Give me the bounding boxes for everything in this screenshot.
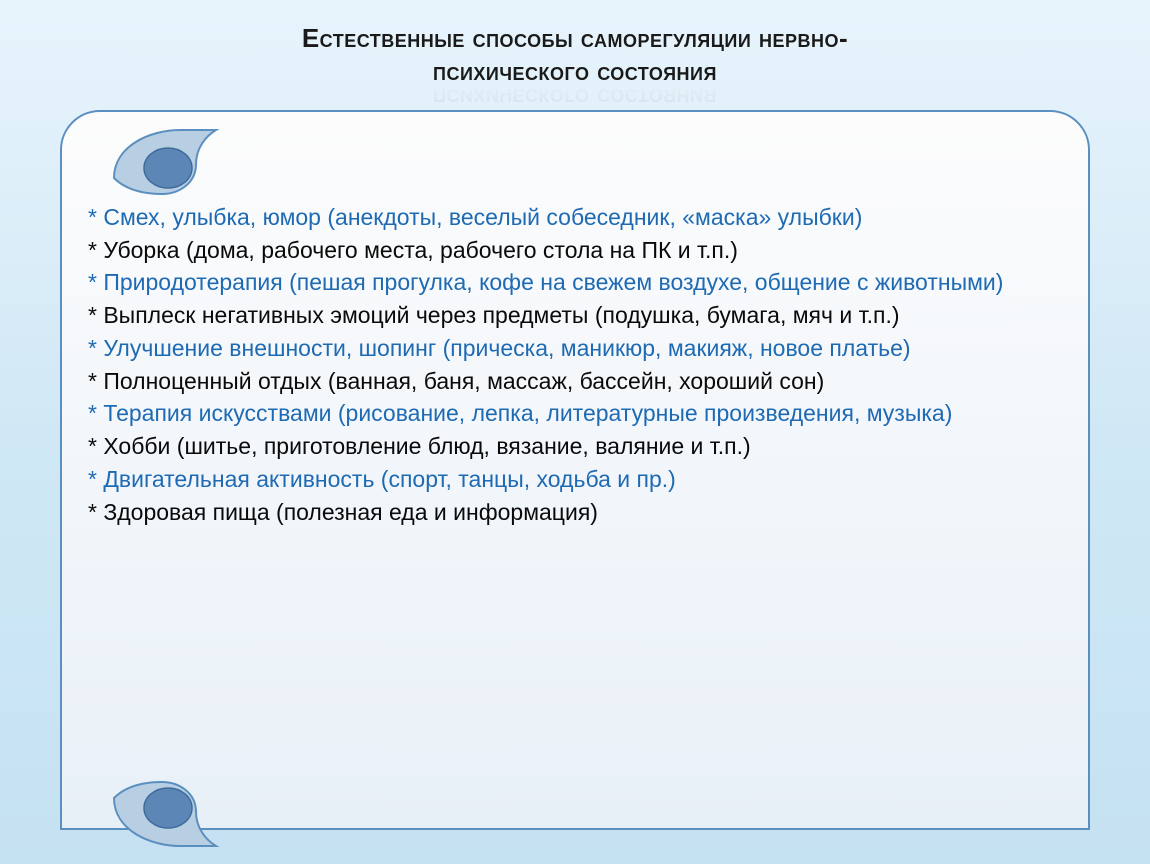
scroll-container: * Смех, улыбка, юмор (анекдоты, веселый …	[60, 110, 1090, 830]
list-item: * Терапия искусствами (рисование, лепка,…	[88, 398, 1068, 430]
list-item: * Уборка (дома, рабочего места, рабочего…	[88, 235, 1068, 267]
title-line-1: Естественные способы саморегуляции нервн…	[302, 23, 848, 53]
list-item: * Двигательная активность (спорт, танцы,…	[88, 464, 1068, 496]
list-item: * Хобби (шитье, приготовление блюд, вяза…	[88, 431, 1068, 463]
scroll-curl-bottom-icon	[110, 780, 220, 848]
list-item: * Смех, улыбка, юмор (анекдоты, веселый …	[88, 202, 1068, 234]
slide-title-wrap: Естественные способы саморегуляции нервн…	[0, 0, 1150, 87]
list-content: * Смех, улыбка, юмор (анекдоты, веселый …	[88, 202, 1068, 800]
slide-title: Естественные способы саморегуляции нервн…	[302, 22, 848, 87]
list-item: * Улучшение внешности, шопинг (прическа,…	[88, 333, 1068, 365]
list-item: * Полноценный отдых (ванная, баня, масса…	[88, 366, 1068, 398]
list-item: * Выплеск негативных эмоций через предме…	[88, 300, 1068, 332]
scroll-curl-top-icon	[110, 128, 220, 196]
title-line-2: психического состояния	[433, 56, 717, 86]
list-item: * Природотерапия (пешая прогулка, кофе н…	[88, 267, 1068, 299]
list-item: * Здоровая пища (полезная еда и информац…	[88, 497, 1068, 529]
